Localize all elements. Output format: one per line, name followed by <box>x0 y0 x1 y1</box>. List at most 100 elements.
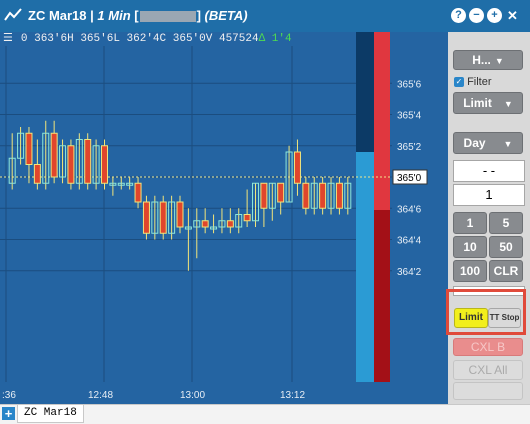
filter-label: Filter <box>467 76 492 88</box>
candle-up <box>42 132 50 184</box>
candle-up <box>8 157 16 184</box>
candle-up <box>327 182 335 209</box>
candle-up <box>59 145 67 178</box>
y-tick-label: 364'2 <box>397 267 422 278</box>
limit-order-button[interactable]: Limit <box>454 308 488 328</box>
cancel-buy-button[interactable]: CXL B <box>453 338 523 356</box>
qty-preset-select[interactable]: H... ▼ <box>453 50 523 70</box>
window-title: ZC Mar18 | 1 Min [] (BETA) <box>28 8 248 23</box>
x-tick-label: 13:12 <box>280 390 305 401</box>
minimize-icon[interactable]: − <box>469 8 484 23</box>
info-volume: 457524 <box>218 33 259 45</box>
cancel-all-button[interactable]: CXL All <box>453 360 523 380</box>
candle-up <box>17 132 25 159</box>
tt-stop-button[interactable]: TT Stop <box>488 308 521 328</box>
info-high: 363'6H <box>34 33 74 45</box>
candle-up <box>117 182 125 186</box>
price-chart[interactable]: 365'6 365'4 365'2 365'0 364'6 364'4 364'2 365'0… <box>0 31 448 404</box>
candle-up <box>285 151 293 203</box>
interval-label: 1 Min <box>97 8 131 23</box>
ask-depth-low <box>374 210 390 382</box>
candle-up <box>268 182 276 209</box>
candle-down <box>50 132 58 178</box>
close-icon[interactable]: ✕ <box>507 8 518 23</box>
delta-icon: ∆ <box>258 33 266 45</box>
candle-down <box>33 164 41 184</box>
quantity-field[interactable]: 1 <box>453 184 525 206</box>
chevron-down-icon: ▼ <box>494 56 504 66</box>
qty-button-10[interactable]: 10 <box>453 236 487 258</box>
chart-info-bar: ☰ 0 363'6H 365'6L 362'4C 365'0V 457524∆ 1… <box>3 31 292 45</box>
candle-up <box>92 145 100 184</box>
candle-up <box>168 201 176 234</box>
candle-up <box>193 220 201 228</box>
info-change: 0 <box>20 33 28 45</box>
beta-label: (BETA) <box>204 8 248 23</box>
candle-down <box>25 132 33 165</box>
candle-down <box>226 220 234 228</box>
candle-down <box>84 139 92 184</box>
qty-button-1[interactable]: 1 <box>453 212 487 234</box>
tab-bar: + ZC Mar18 <box>0 404 530 424</box>
x-tick-label: :36 <box>2 390 16 401</box>
candle-down <box>176 201 184 228</box>
x-tick-label: 12:48 <box>88 390 113 401</box>
candle-down <box>260 182 268 209</box>
filter-checkbox[interactable]: ✓ <box>454 77 464 88</box>
candle-up <box>235 214 243 228</box>
candle-down <box>134 182 142 203</box>
help-icon[interactable]: ? <box>451 8 466 23</box>
chart-logo-icon <box>4 8 22 21</box>
extra-panel-button[interactable] <box>453 382 523 400</box>
candle-down <box>302 182 310 209</box>
info-last: 365'6L <box>80 33 120 45</box>
candle-up <box>109 182 117 186</box>
price-field[interactable]: - - <box>453 160 525 182</box>
add-tab-icon[interactable]: + <box>2 407 15 420</box>
menu-icon[interactable]: ☰ <box>3 31 13 44</box>
ask-depth-column <box>374 32 390 210</box>
candle-up <box>252 182 260 222</box>
candle-down <box>335 182 343 209</box>
candle-down <box>142 201 150 234</box>
redacted-account <box>139 11 196 23</box>
order-type-select[interactable]: Limit ▼ <box>453 92 523 114</box>
y-tick-label: 365'4 <box>397 111 422 122</box>
chevron-down-icon: ▼ <box>503 99 513 109</box>
candle-down <box>159 201 167 234</box>
candle-down <box>67 145 75 184</box>
candle-down <box>100 145 108 184</box>
tab-zc-mar18[interactable]: ZC Mar18 <box>17 405 84 423</box>
candle-up <box>184 226 192 230</box>
title-bar[interactable]: ZC Mar18 | 1 Min [] (BETA) ? − + ✕ <box>0 0 530 32</box>
x-tick-label: 13:00 <box>180 390 205 401</box>
candle-down <box>319 182 327 209</box>
y-tick-label: 365'6 <box>397 79 422 90</box>
chevron-down-icon: ▼ <box>503 139 513 149</box>
qty-button-100[interactable]: 100 <box>453 260 487 282</box>
qty-button-50[interactable]: 50 <box>489 236 523 258</box>
candle-up <box>75 139 83 184</box>
current-price-label: 365'0 <box>397 173 422 184</box>
chart-canvas[interactable]: 365'6 365'4 365'2 365'0 364'6 364'4 364'2 365'0… <box>0 32 448 404</box>
filter-checkbox-row[interactable]: ✓ Filter <box>454 76 492 88</box>
info-open: 365'0V <box>172 33 213 45</box>
candle-up <box>126 182 134 186</box>
add-icon[interactable]: + <box>487 8 502 23</box>
order-entry-panel: H... ▼ ✓ Filter Limit ▼ Day ▼ - - 1 1 5 10 … <box>448 32 530 404</box>
candle-up <box>310 182 318 209</box>
y-tick-label: 364'4 <box>397 236 422 247</box>
candle-up <box>344 182 352 209</box>
candle-down <box>277 182 285 203</box>
candle-up <box>210 226 218 230</box>
candle-down <box>293 151 301 184</box>
info-close: 362'4C <box>126 33 167 45</box>
duration-select[interactable]: Day ▼ <box>453 132 523 154</box>
y-tick-label: 364'6 <box>397 204 422 215</box>
current-price-box <box>392 169 428 185</box>
candle-down <box>201 220 209 228</box>
qty-button-5[interactable]: 5 <box>489 212 523 234</box>
qty-clear-button[interactable]: CLR <box>489 260 523 282</box>
highlight-box <box>446 289 526 335</box>
